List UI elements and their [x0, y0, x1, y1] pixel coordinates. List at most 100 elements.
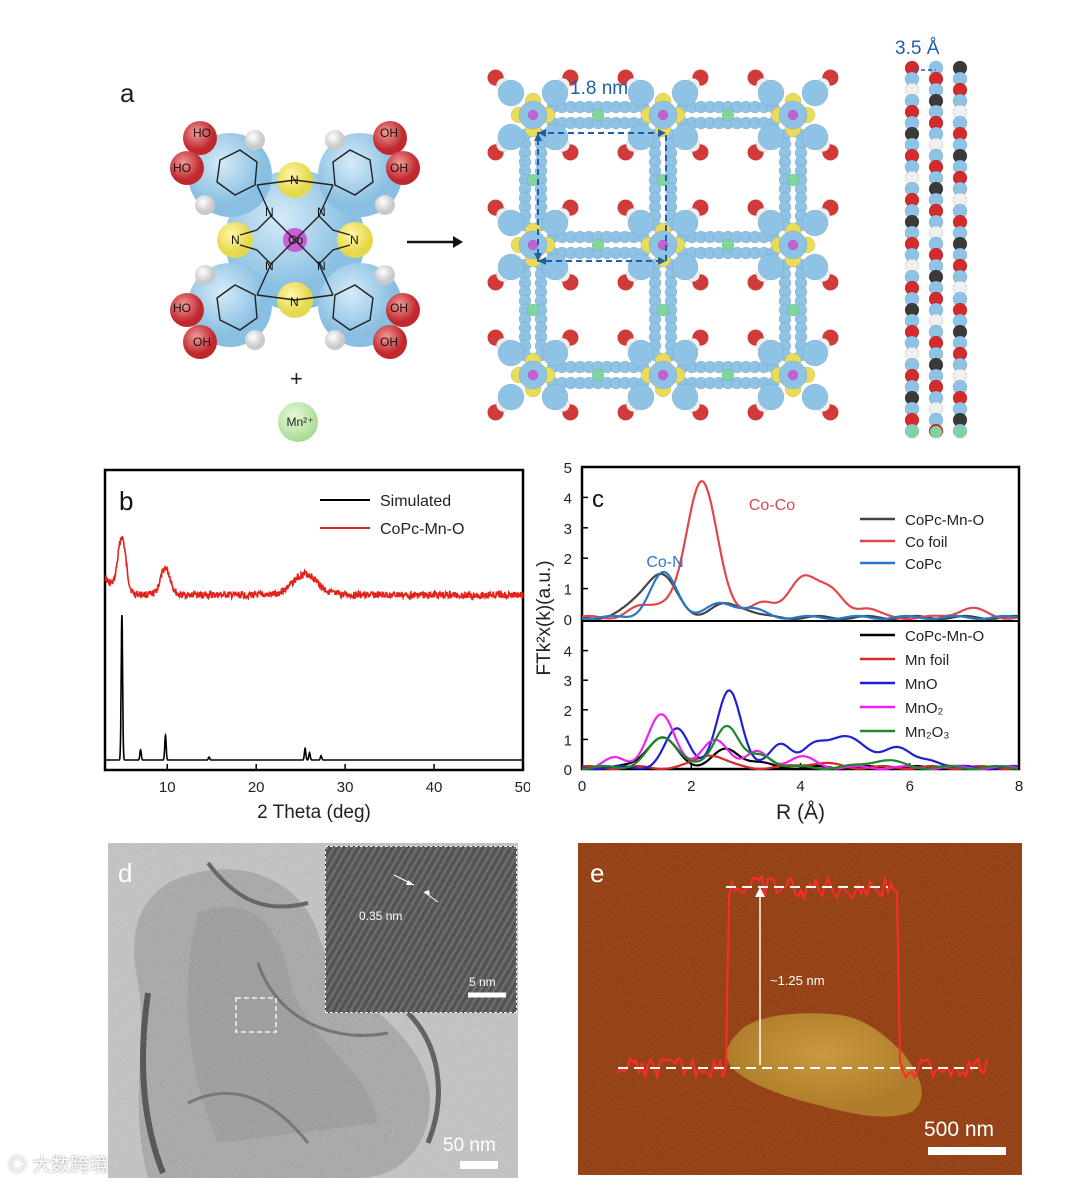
- legend-label: CoPc-Mn-O: [905, 628, 984, 645]
- atom-sphere: [801, 123, 829, 151]
- mn-ion-label: Mn²⁺: [286, 415, 314, 429]
- scale-bar: [928, 1147, 1006, 1155]
- atom-sphere: [497, 209, 525, 237]
- atom-sphere: [954, 426, 966, 438]
- atom-sphere: [527, 369, 539, 381]
- x-tick-label: 10: [159, 779, 176, 796]
- oh-label: OH: [390, 161, 408, 175]
- atom-sphere: [656, 173, 670, 187]
- atom-sphere: [757, 123, 785, 151]
- x-tick-label: 20: [248, 779, 265, 796]
- x-tick-label: 50: [515, 779, 530, 796]
- series-top-copc-line: [581, 570, 1019, 621]
- atom-sphere: [801, 79, 829, 107]
- atom-sphere: [671, 253, 699, 281]
- afm-image: ~1.25 nm 500 nm: [578, 843, 1022, 1175]
- height-label: ~1.25 nm: [770, 973, 825, 988]
- stacked-layer: [904, 60, 920, 439]
- reaction-arrow: [407, 236, 463, 248]
- atom-sphere: [671, 123, 699, 151]
- atom-sphere: [801, 253, 829, 281]
- pore-size-label: 1.8 nm: [570, 78, 629, 99]
- watermark-text: ◎ 大数跨境: [8, 1150, 108, 1177]
- x-tick-label: 8: [1015, 778, 1023, 795]
- n-label: N: [290, 295, 299, 309]
- mn-ion-sphere: [278, 402, 318, 442]
- monomer-bonds: [216, 149, 374, 331]
- 2d-framework: [487, 69, 839, 421]
- atom-sphere: [591, 368, 605, 382]
- pore-size-dashed-box: [537, 132, 667, 262]
- atom-sphere: [757, 209, 785, 237]
- atom-sphere: [627, 79, 655, 107]
- oh-label: OH: [380, 126, 398, 140]
- atom-sphere: [497, 253, 525, 281]
- y-axis-label: FTk²x(k)(a.u.): [534, 560, 555, 675]
- atom-sphere: [671, 79, 699, 107]
- atom-sphere: [541, 339, 569, 367]
- atom-sphere: [721, 368, 735, 382]
- y-tick-label: 2: [564, 703, 572, 720]
- scale-bar-label: 50 nm: [443, 1135, 496, 1156]
- atom-sphere: [627, 339, 655, 367]
- atom-sphere: [541, 383, 569, 411]
- x-tick-label: 0: [578, 778, 586, 795]
- n-label: N: [317, 259, 326, 273]
- atom-sphere: [591, 238, 605, 252]
- y-tick-label: 5: [564, 460, 572, 477]
- stacked-layer: [928, 60, 944, 439]
- y-tick-label: 1: [564, 582, 572, 599]
- atom-sphere: [671, 383, 699, 411]
- atom-sphere: [627, 209, 655, 237]
- atom-sphere: [906, 426, 918, 438]
- atom-sphere: [757, 79, 785, 107]
- atom-sphere: [497, 383, 525, 411]
- lattice-spacing-label: 0.35 nm: [359, 909, 403, 923]
- atom-sphere: [497, 123, 525, 151]
- series-bottom-mno--line: [581, 713, 1019, 771]
- y-tick-label: 2: [564, 551, 572, 568]
- oh-label: OH: [380, 335, 398, 349]
- atom-sphere: [627, 383, 655, 411]
- scale-bar-label: 500 nm: [924, 1118, 995, 1141]
- height-profile: [617, 874, 988, 1081]
- legend-label: Mn foil: [905, 652, 949, 669]
- y-tick-label: 0: [564, 762, 572, 779]
- atom-sphere: [757, 253, 785, 281]
- atom-sphere: [497, 339, 525, 367]
- legend-label: MnO: [905, 676, 938, 693]
- plus-sign: +: [290, 366, 303, 391]
- atom-sphere: [527, 109, 539, 121]
- oh-label: OH: [390, 301, 408, 315]
- atom-sphere: [527, 239, 539, 251]
- legend-label: MnO₂: [905, 700, 944, 717]
- atom-sphere: [801, 339, 829, 367]
- atom-sphere: [526, 303, 540, 317]
- x-axis-label: R (Å): [776, 801, 825, 824]
- atom-sphere: [627, 253, 655, 281]
- atom-sphere: [787, 239, 799, 251]
- atom-sphere: [627, 123, 655, 151]
- atom-sphere: [541, 79, 569, 107]
- tem-image: 0.35 nm 5 nm 50 nm: [108, 843, 518, 1178]
- atom-sphere: [801, 209, 829, 237]
- x-tick-label: 30: [337, 779, 354, 796]
- atom-sphere: [930, 426, 942, 438]
- legend-label: CoPc: [905, 556, 942, 573]
- y-tick-label: 3: [564, 521, 572, 538]
- atom-sphere: [721, 108, 735, 122]
- plot-frame: [103, 468, 525, 772]
- series-top-co-foil-line: [581, 479, 1019, 621]
- oh-label: HO: [173, 161, 191, 175]
- y-tick-label: 3: [564, 673, 572, 690]
- watermark-logo-icon: ◎: [8, 1155, 28, 1176]
- n-label: N: [290, 173, 299, 187]
- y-tick-label: 4: [564, 490, 572, 507]
- atom-sphere: [497, 79, 525, 107]
- n-label: N: [265, 205, 274, 219]
- legend-label: Co foil: [905, 534, 948, 551]
- stacking-side-view: [904, 60, 968, 439]
- x-axis-label: 2 Theta (deg): [257, 802, 371, 823]
- atom-sphere: [786, 303, 800, 317]
- monomer-spheres: [170, 121, 420, 359]
